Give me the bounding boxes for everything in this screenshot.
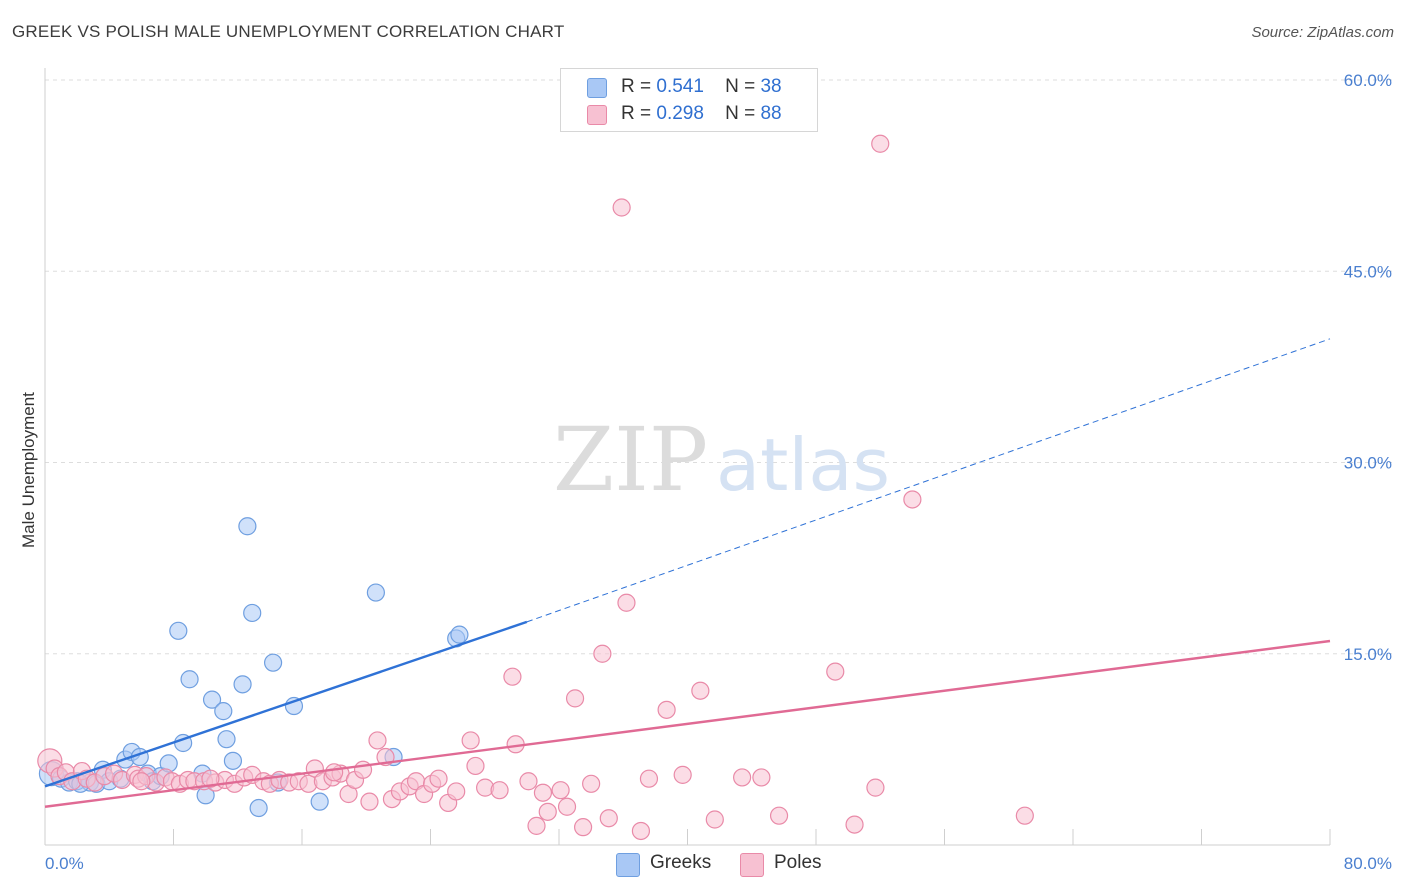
legend-n-label: N =: [725, 76, 756, 97]
poles-point: [582, 774, 601, 793]
greeks-point: [223, 751, 243, 770]
y-axis-title: Male Unemployment: [19, 392, 38, 548]
greeks-point: [180, 670, 199, 689]
poles-point: [617, 593, 636, 612]
poles-point: [461, 731, 480, 750]
greeks-point: [214, 702, 233, 721]
poles-point: [360, 792, 379, 811]
watermark-atlas: atlas: [716, 423, 890, 507]
poles-point: [551, 781, 570, 800]
legend-r-value: 0.541: [656, 76, 704, 97]
watermark-zip: ZIP: [553, 408, 708, 511]
legend-swatch-poles: [587, 105, 607, 125]
poles-point: [593, 644, 612, 663]
greeks-point: [217, 730, 236, 749]
poles-point: [705, 810, 724, 829]
greeks-trend-line: [44, 620, 528, 788]
poles-point: [752, 768, 771, 787]
poles-point: [639, 769, 659, 788]
greeks-point: [366, 583, 385, 602]
poles-point: [866, 778, 885, 797]
greeks-point: [249, 798, 268, 818]
poles-point: [871, 134, 890, 153]
poles-point: [769, 806, 789, 825]
x-tick-label: 0.0%: [45, 854, 84, 873]
greeks-point: [450, 625, 469, 644]
legend-swatch-greeks: [587, 78, 607, 98]
poles-point: [533, 783, 553, 802]
legend: R = 0.541 N = 38 R = 0.298 N = 88: [560, 68, 818, 132]
greeks-point: [202, 690, 222, 709]
y-tick-label: 30.0%: [1344, 454, 1392, 473]
greeks-point: [169, 621, 188, 640]
legend-r-value: 0.298: [656, 103, 704, 124]
y-tick-label: 60.0%: [1344, 71, 1392, 90]
greeks-swatch: [616, 853, 640, 877]
poles-trend-line: [44, 639, 1331, 808]
greeks-label: Greeks: [650, 852, 712, 873]
poles-point: [903, 490, 922, 509]
poles-point: [657, 700, 676, 719]
data-points: [37, 134, 1034, 841]
poles-point: [845, 815, 864, 834]
poles-point: [631, 821, 651, 841]
legend-n-label: N =: [725, 103, 756, 124]
poles-point: [599, 809, 618, 828]
poles-point: [429, 769, 448, 788]
x-tick-label: 80.0%: [1344, 854, 1392, 873]
gridlines: [45, 79, 1392, 655]
legend-n-value: 38: [760, 76, 782, 97]
greeks-point: [243, 603, 262, 623]
tick-labels: 15.0% 30.0% 45.0% 60.0% 0.0% 80.0%: [45, 71, 1392, 873]
chart-title: GREEK VS POLISH MALE UNEMPLOYMENT CORREL…: [12, 22, 565, 41]
poles-point: [201, 769, 220, 788]
greeks-point: [238, 517, 257, 536]
poles-point: [447, 782, 466, 801]
y-tick-label: 15.0%: [1344, 645, 1392, 664]
poles-point: [368, 731, 387, 750]
poles-label: Poles: [774, 852, 822, 873]
greeks-point: [233, 675, 252, 694]
y-tick-label: 45.0%: [1344, 262, 1392, 281]
poles-point: [1015, 806, 1034, 825]
poles-point: [826, 662, 845, 681]
poles-point: [132, 772, 151, 791]
legend-n-value: 88: [760, 103, 782, 124]
watermark: ZIP atlas: [553, 408, 890, 511]
poles-point: [673, 765, 692, 784]
source-label: Source: ZipAtlas.com: [1251, 24, 1394, 41]
greeks-point: [263, 653, 283, 672]
poles-point: [519, 772, 538, 791]
poles-point: [573, 818, 593, 837]
poles-swatch: [740, 853, 764, 877]
poles-point: [490, 781, 509, 800]
trend-lines: [44, 338, 1331, 808]
poles-point: [538, 802, 557, 821]
poles-point: [565, 689, 585, 708]
poles-point: [527, 816, 546, 835]
poles-point: [503, 667, 522, 686]
poles-point: [733, 768, 752, 787]
poles-point: [325, 763, 344, 782]
poles-point: [557, 797, 577, 816]
poles-point: [691, 681, 710, 700]
poles-point: [466, 756, 485, 776]
poles-point: [612, 198, 631, 217]
legend-r-label: R =: [621, 76, 652, 97]
axes: [44, 68, 1331, 846]
greeks-trend-extension: [526, 338, 1331, 623]
legend-r-label: R =: [621, 103, 652, 124]
greeks-point: [310, 792, 329, 811]
